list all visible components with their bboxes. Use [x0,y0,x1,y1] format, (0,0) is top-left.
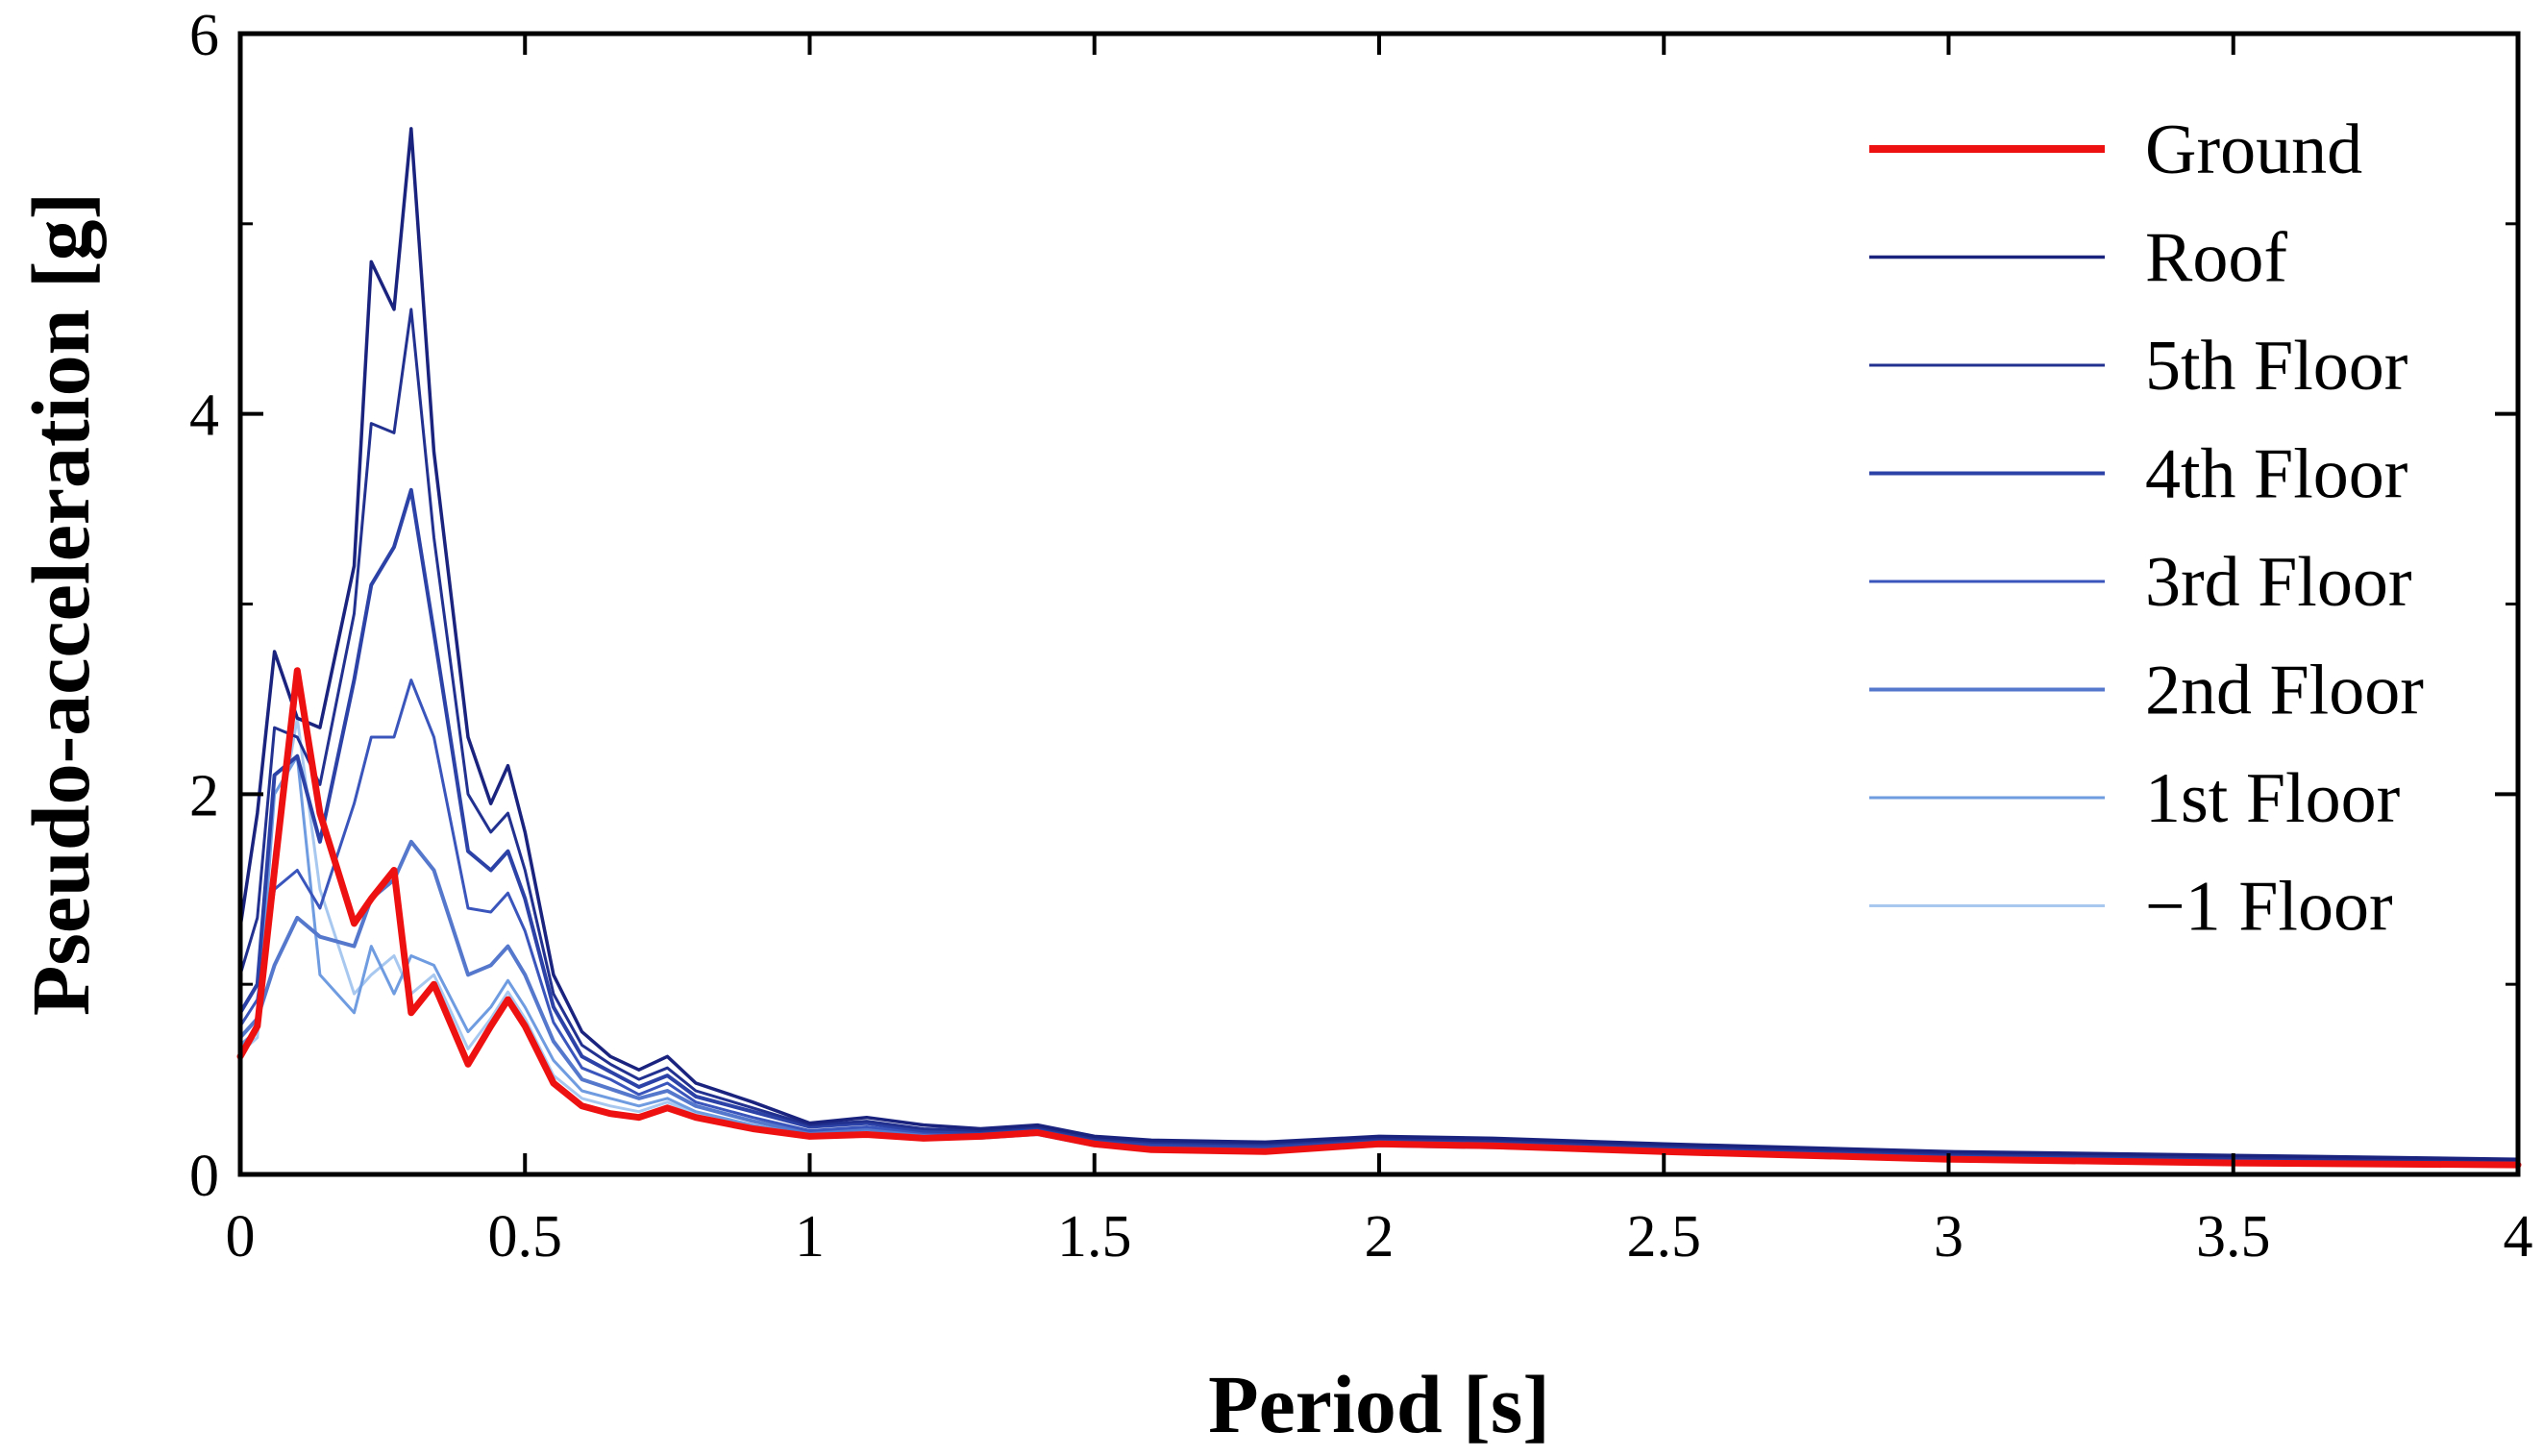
legend-label-7: 1st Floor [2145,759,2400,838]
x-tick-label: 3.5 [2196,1204,2271,1270]
legend-label-3: 5th Floor [2145,327,2407,406]
legend-label-6: 2nd Floor [2145,652,2424,730]
y-tick-label: 0 [189,1144,219,1209]
legend-label-5: 3rd Floor [2145,543,2412,622]
series-line-4 [238,487,2520,1164]
series-layer [236,127,2522,1169]
x-tick-label: 1.5 [1057,1204,1132,1270]
x-tick-label: 0.5 [488,1204,563,1270]
y-tick-label: 6 [189,3,219,68]
x-tick-label: 0 [226,1204,256,1270]
x-axis-title: Period [s] [1208,1358,1550,1450]
legend-label-4: 4th Floor [2145,435,2407,514]
y-tick-label: 4 [189,383,219,449]
series-line-3 [238,308,2520,1163]
y-tick-label: 2 [189,763,219,828]
x-tick-label: 4 [2504,1204,2533,1270]
series-line-2 [238,127,2520,1161]
x-tick-label: 2 [1365,1204,1395,1270]
x-tick-label: 3 [1934,1204,1963,1270]
series-line-1 [236,667,2522,1169]
legend-label-2: Roof [2145,219,2287,298]
tick-layer: 0 0.5 1 1.5 2 2.5 3 3.5 4 0 2 4 6 [189,3,2533,1270]
x-tick-label: 1 [795,1204,825,1270]
y-axis-title: Pseudo-acceleration [g] [14,192,107,1016]
x-tick-label: 2.5 [1627,1204,1702,1270]
legend-label-1: Ground [2145,111,2362,189]
legend: Ground Roof 5th Floor 4th Floor 3rd Floor 2nd… [1869,111,2424,947]
legend-label-8: −1 Floor [2145,868,2393,947]
